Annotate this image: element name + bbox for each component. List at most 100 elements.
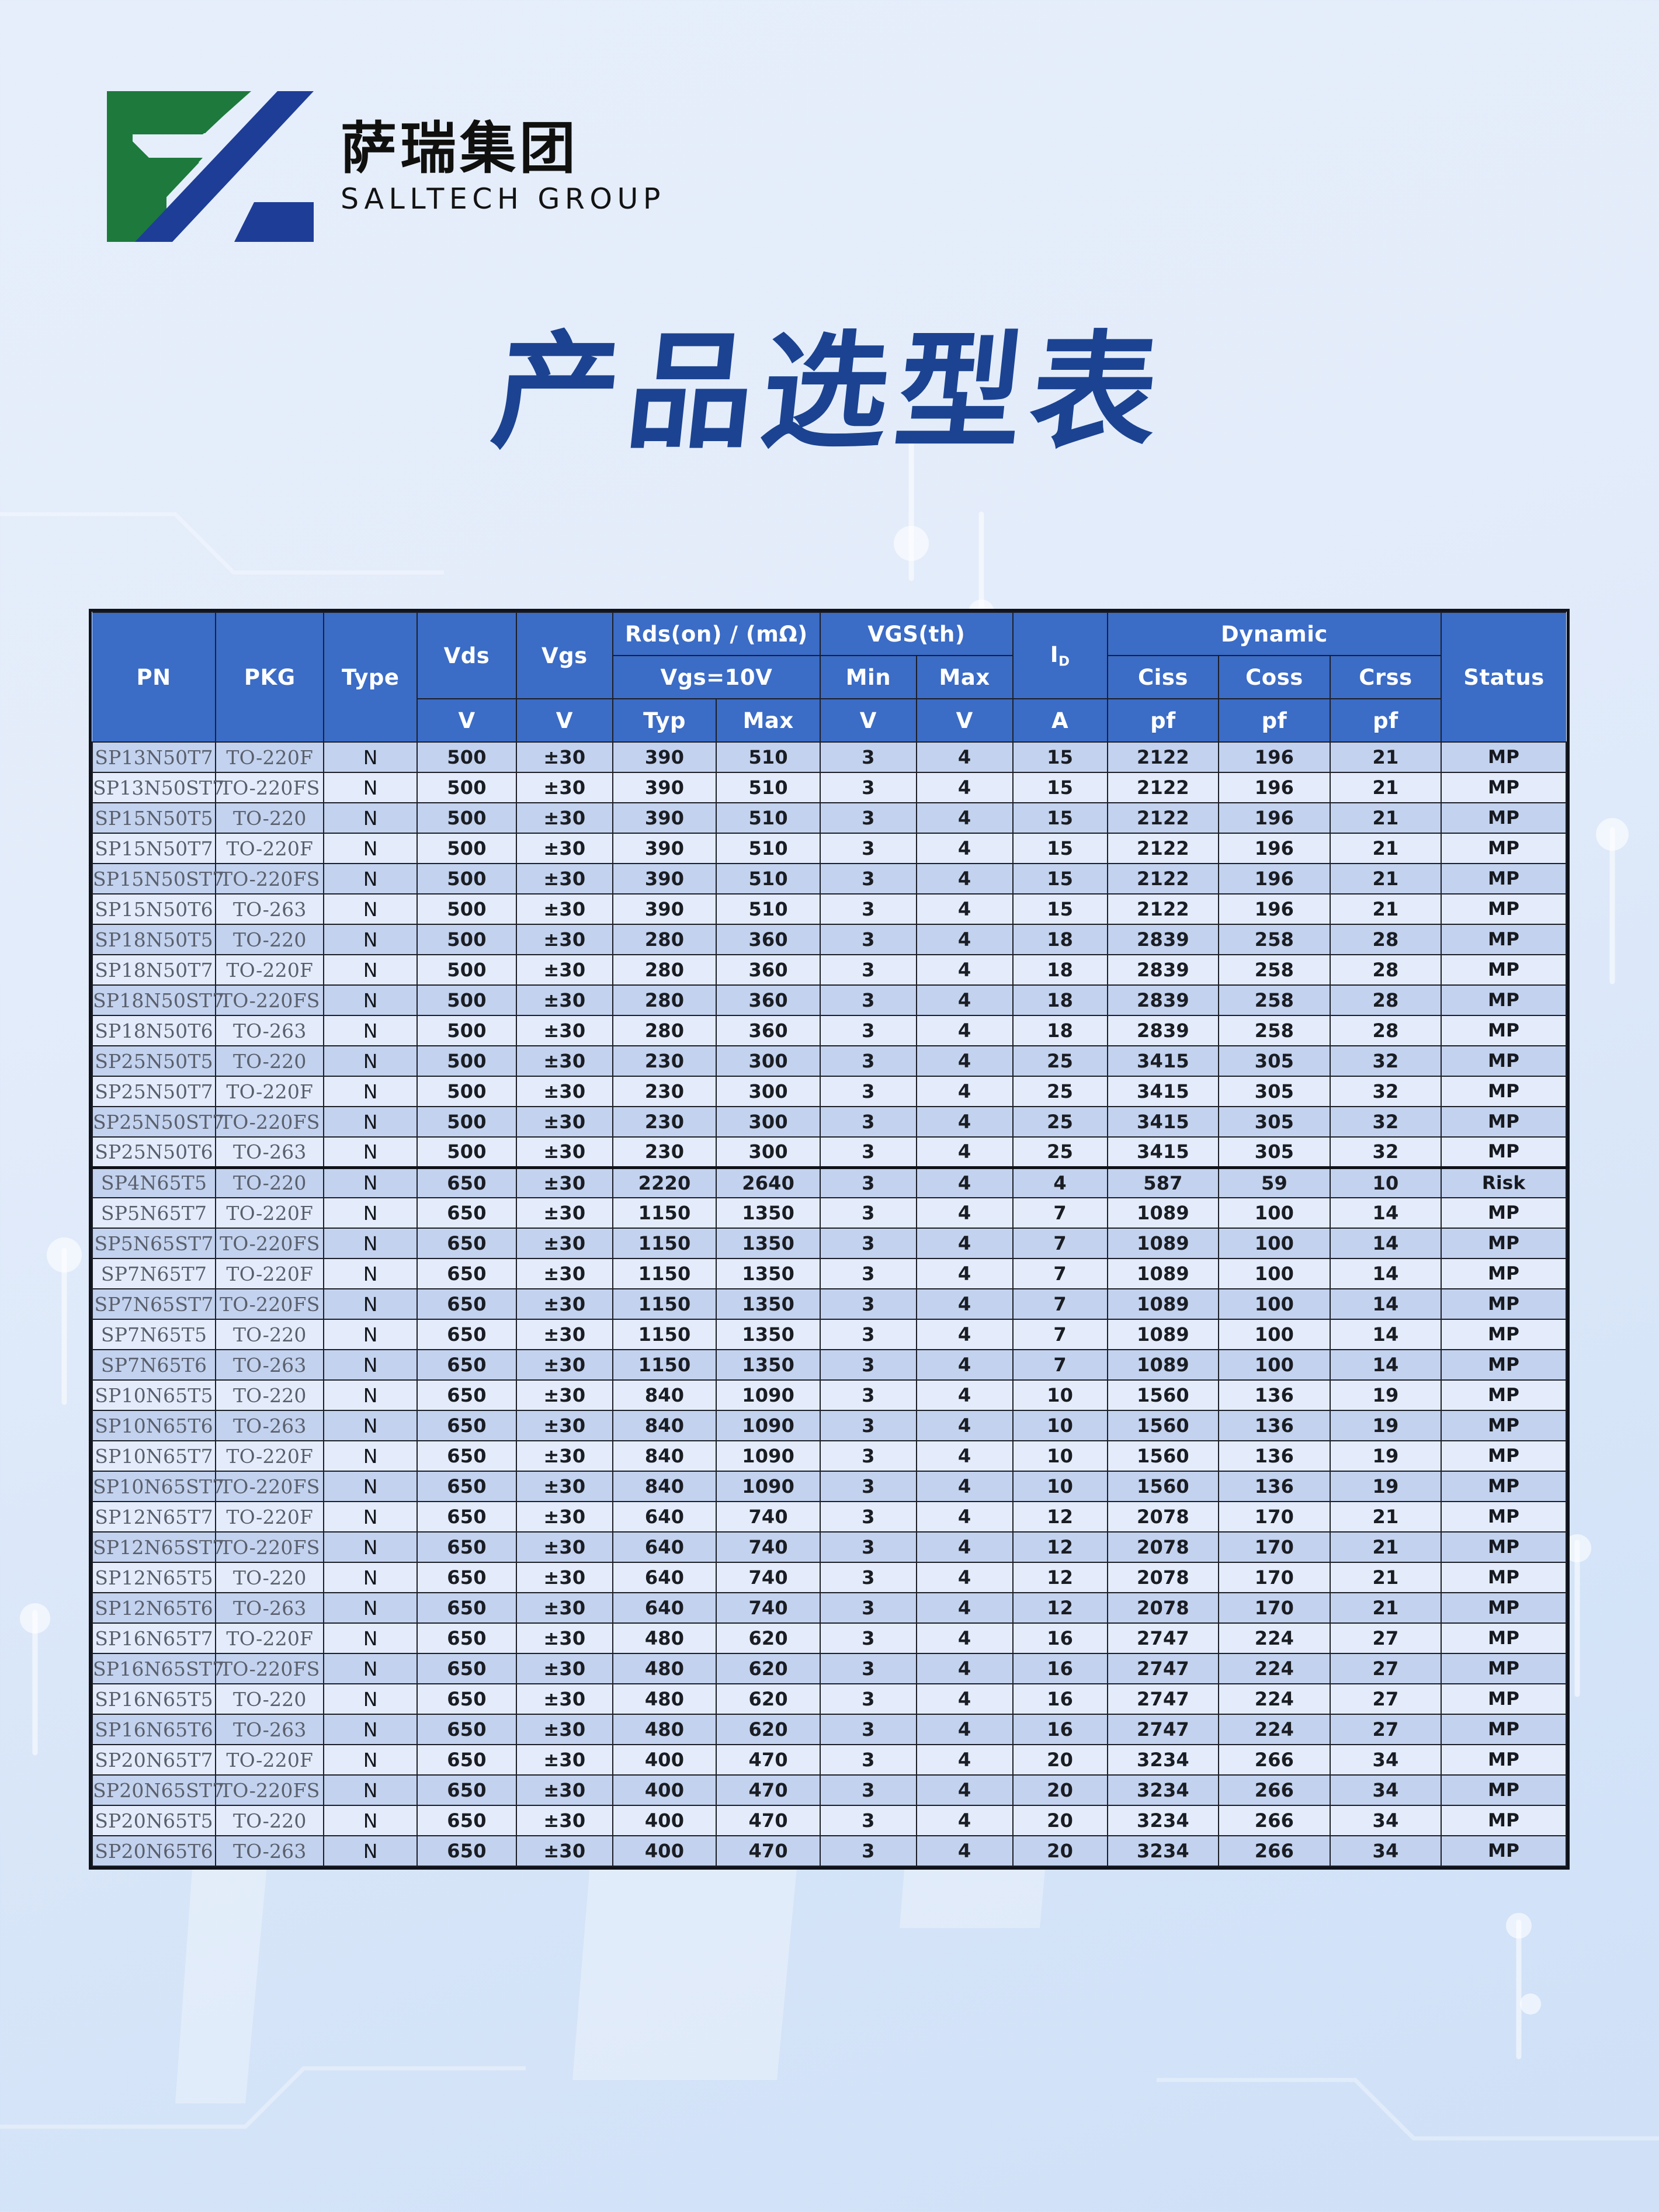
cell-id: 15 — [1012, 802, 1108, 834]
th-vgsth-max: Max — [915, 655, 1014, 699]
cell-pn: SP12N65T5 — [91, 1562, 217, 1593]
th-ciss: Ciss — [1106, 655, 1220, 699]
table-row: SP18N50T5 TO-220 N 500 ±30 280 360 3 4 18 2839 258 2… — [91, 924, 1567, 955]
cell-pn: SP13N50ST7 — [91, 772, 224, 803]
cell-pn: SP13N50T7 — [91, 741, 217, 773]
cell-type: N — [323, 1774, 418, 1806]
cell-vgsth-max: 4 — [915, 1805, 1014, 1836]
cell-crss: 21 — [1329, 833, 1442, 864]
cell-rds-max: 2640 — [716, 1167, 821, 1198]
cell-vds: 500 — [417, 954, 517, 986]
cell-vgsth-max: 4 — [915, 1349, 1014, 1381]
table-row: SP4N65T5 TO-220 N 650 ±30 2220 2640 3 4 4 587 59 10 R… — [91, 1167, 1567, 1198]
cell-pn: SP16N65ST7 — [91, 1653, 224, 1684]
cell-status: MP — [1441, 863, 1567, 894]
cell-rds-max: 1090 — [716, 1379, 821, 1411]
cell-type: N — [323, 1258, 418, 1289]
cell-pkg: TO-220 — [215, 1045, 325, 1077]
cell-pkg: TO-220 — [215, 1562, 325, 1593]
cell-pkg: TO-220FS — [215, 1531, 325, 1563]
cell-coss: 266 — [1218, 1744, 1331, 1776]
cell-pn: SP25N50ST7 — [91, 1106, 224, 1138]
th-id: ID — [1012, 612, 1108, 699]
cell-rds-max: 510 — [716, 772, 821, 803]
cell-ciss: 3234 — [1106, 1835, 1220, 1867]
cell-vgsth-min: 3 — [819, 741, 917, 773]
cell-vds: 500 — [417, 893, 517, 925]
cell-vds: 650 — [417, 1167, 517, 1198]
cell-crss: 21 — [1329, 1562, 1442, 1593]
cell-crss: 28 — [1329, 1015, 1442, 1046]
cell-vgs: ±30 — [515, 1714, 613, 1745]
cell-rds-typ: 280 — [612, 984, 717, 1016]
cell-ciss: 2747 — [1106, 1622, 1220, 1654]
cell-type: N — [323, 1805, 418, 1836]
cell-type: N — [323, 1410, 418, 1441]
cell-pn: SP7N65T6 — [91, 1349, 217, 1381]
brand-name-en: SALLTECH GROUP — [341, 182, 665, 216]
cell-crss: 32 — [1329, 1136, 1442, 1169]
cell-rds-max: 470 — [716, 1805, 821, 1836]
cell-ciss: 2747 — [1106, 1683, 1220, 1715]
cell-crss: 34 — [1329, 1805, 1442, 1836]
cell-pn: SP15N50T5 — [91, 802, 217, 834]
cell-crss: 27 — [1329, 1714, 1442, 1745]
cell-coss: 305 — [1218, 1076, 1331, 1107]
cell-vgs: ±30 — [515, 1805, 613, 1836]
cell-id: 15 — [1012, 893, 1108, 925]
cell-pkg: TO-220 — [215, 1683, 325, 1715]
cell-ciss: 3234 — [1106, 1774, 1220, 1806]
cell-type: N — [323, 741, 418, 773]
cell-rds-max: 510 — [716, 863, 821, 894]
cell-pn: SP10N65ST7 — [91, 1471, 224, 1502]
table-row: SP10N65T7 TO-220F N 650 ±30 840 1090 3 4 10 1560 13… — [91, 1440, 1567, 1472]
cell-id: 16 — [1012, 1714, 1108, 1745]
th-id-subscript: D — [1058, 654, 1070, 670]
cell-type: N — [323, 1319, 418, 1350]
cell-coss: 196 — [1218, 772, 1331, 803]
cell-pkg: TO-220FS — [215, 1228, 325, 1259]
cell-coss: 136 — [1218, 1410, 1331, 1441]
cell-pkg: TO-263 — [215, 893, 325, 925]
cell-id: 20 — [1012, 1805, 1108, 1836]
cell-vgsth-min: 3 — [819, 1683, 917, 1715]
cell-pn: SP16N65T6 — [91, 1714, 217, 1745]
cell-rds-max: 620 — [716, 1714, 821, 1745]
cell-rds-max: 510 — [716, 893, 821, 925]
table-row: SP5N65ST7 TO-220FS N 650 ±30 1150 1350 3 4 7 1089 1… — [91, 1228, 1567, 1259]
cell-crss: 14 — [1329, 1288, 1442, 1320]
th-vgs-th: VGS(th) — [819, 612, 1014, 656]
cell-rds-max: 360 — [716, 984, 821, 1016]
cell-crss: 28 — [1329, 984, 1442, 1016]
cell-vgsth-min: 3 — [819, 1622, 917, 1654]
cell-ciss: 3234 — [1106, 1744, 1220, 1776]
table-row: SP12N65T6 TO-263 N 650 ±30 640 740 3 4 12 2078 170 2… — [91, 1592, 1567, 1624]
cell-pkg: TO-220FS — [215, 863, 325, 894]
cell-crss: 19 — [1329, 1471, 1442, 1502]
cell-crss: 34 — [1329, 1774, 1442, 1806]
cell-vgsth-max: 4 — [915, 1744, 1014, 1776]
cell-status: MP — [1441, 1076, 1567, 1107]
table-row: SP13N50ST7 TO-220FS N 500 ±30 390 510 3 4 15 2122 1… — [91, 772, 1567, 803]
cell-vgs: ±30 — [515, 772, 613, 803]
cell-vds: 650 — [417, 1714, 517, 1745]
cell-vgs: ±30 — [515, 1258, 613, 1289]
cell-vds: 650 — [417, 1805, 517, 1836]
cell-vgsth-min: 3 — [819, 1076, 917, 1107]
cell-vgsth-min: 3 — [819, 1805, 917, 1836]
cell-crss: 21 — [1329, 1531, 1442, 1563]
cell-status: MP — [1441, 1319, 1567, 1350]
cell-vgs: ±30 — [515, 1622, 613, 1654]
cell-ciss: 2078 — [1106, 1562, 1220, 1593]
th-crss: Crss — [1329, 655, 1442, 699]
cell-rds-typ: 280 — [612, 1015, 717, 1046]
cell-rds-typ: 230 — [612, 1076, 717, 1107]
cell-vgsth-max: 4 — [915, 1501, 1014, 1533]
brand-name-cn: 萨瑞集团 — [341, 115, 579, 181]
cell-coss: 100 — [1218, 1349, 1331, 1381]
cell-rds-typ: 390 — [612, 863, 717, 894]
cell-type: N — [323, 802, 418, 834]
th-unit-crss: pf — [1329, 698, 1442, 743]
cell-vgsth-max: 4 — [915, 772, 1014, 803]
cell-pkg: TO-263 — [215, 1349, 325, 1381]
